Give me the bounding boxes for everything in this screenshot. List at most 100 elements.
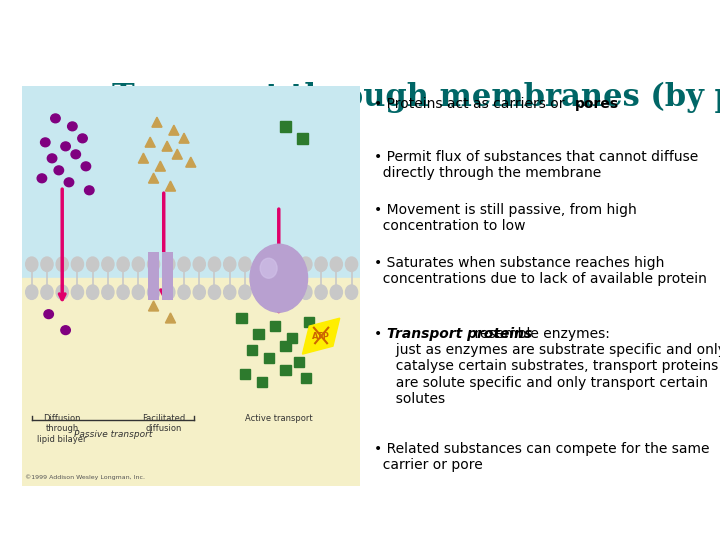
Polygon shape (156, 161, 166, 171)
Bar (257, 377, 267, 387)
Circle shape (102, 257, 114, 272)
Polygon shape (302, 318, 340, 354)
Bar (148, 252, 159, 300)
Bar (287, 333, 297, 343)
Polygon shape (186, 157, 196, 167)
Circle shape (86, 257, 99, 272)
Bar (236, 313, 247, 323)
Circle shape (193, 257, 205, 272)
Text: Transport proteins: Transport proteins (387, 327, 532, 341)
Bar (270, 321, 281, 332)
Circle shape (178, 257, 190, 272)
Circle shape (132, 285, 145, 299)
Ellipse shape (64, 178, 73, 187)
Text: •: • (374, 327, 387, 341)
Circle shape (41, 285, 53, 299)
Circle shape (208, 285, 220, 299)
Text: • Saturates when substance reaches high
  concentrations due to lack of availabl: • Saturates when substance reaches high … (374, 256, 707, 286)
Circle shape (330, 257, 343, 272)
Circle shape (193, 285, 205, 299)
Circle shape (71, 257, 84, 272)
Ellipse shape (61, 142, 71, 151)
Text: Transport through membranes (by proteins): Transport through membranes (by proteins… (112, 82, 720, 113)
Text: pores: pores (575, 97, 619, 111)
Ellipse shape (40, 138, 50, 147)
Ellipse shape (37, 174, 47, 183)
Text: Facilitated
diffusion: Facilitated diffusion (142, 414, 185, 434)
Bar (281, 365, 291, 375)
Circle shape (346, 257, 358, 272)
Ellipse shape (78, 134, 87, 143)
Bar (281, 341, 291, 352)
Circle shape (208, 257, 220, 272)
Polygon shape (166, 313, 176, 323)
Bar (281, 121, 291, 132)
Ellipse shape (68, 122, 77, 131)
Circle shape (56, 257, 68, 272)
Bar (264, 353, 274, 363)
Circle shape (260, 258, 277, 278)
Text: • Proteins act as carriers or: • Proteins act as carriers or (374, 97, 569, 111)
Ellipse shape (71, 150, 81, 159)
Circle shape (239, 285, 251, 299)
Circle shape (284, 285, 297, 299)
Polygon shape (168, 125, 179, 135)
Circle shape (102, 285, 114, 299)
Polygon shape (145, 137, 156, 147)
Circle shape (254, 257, 266, 272)
Circle shape (315, 285, 327, 299)
Text: ©1999 Addison Wesley Longman, Inc.: ©1999 Addison Wesley Longman, Inc. (25, 474, 145, 480)
Circle shape (330, 285, 343, 299)
Circle shape (239, 257, 251, 272)
Circle shape (117, 257, 129, 272)
Circle shape (315, 257, 327, 272)
Polygon shape (179, 133, 189, 143)
Bar (22, 278, 360, 486)
Circle shape (300, 257, 312, 272)
Ellipse shape (50, 114, 60, 123)
Bar (297, 133, 307, 144)
Text: • Movement is still passive, from high
  concentration to low: • Movement is still passive, from high c… (374, 203, 636, 233)
Circle shape (148, 257, 160, 272)
Circle shape (250, 244, 307, 312)
Bar (304, 317, 315, 327)
Circle shape (224, 285, 236, 299)
Circle shape (224, 257, 236, 272)
Polygon shape (148, 301, 158, 311)
Circle shape (300, 285, 312, 299)
Polygon shape (138, 153, 148, 163)
Text: ATP: ATP (312, 332, 330, 341)
Ellipse shape (84, 186, 94, 195)
Text: Passive transport: Passive transport (73, 430, 152, 439)
Circle shape (26, 257, 38, 272)
Text: • Permit flux of substances that cannot diffuse
  directly through the membrane: • Permit flux of substances that cannot … (374, 150, 698, 180)
Text: • Related substances can compete for the same
  carrier or pore: • Related substances can compete for the… (374, 442, 709, 472)
Polygon shape (166, 181, 176, 191)
Text: Active transport: Active transport (245, 414, 312, 423)
Circle shape (178, 285, 190, 299)
Circle shape (148, 285, 160, 299)
Polygon shape (172, 149, 182, 159)
Circle shape (284, 257, 297, 272)
Ellipse shape (81, 162, 91, 171)
Bar (301, 373, 311, 383)
Bar (240, 369, 250, 379)
Polygon shape (162, 141, 172, 151)
Circle shape (117, 285, 129, 299)
Bar (162, 252, 173, 300)
Circle shape (269, 285, 282, 299)
Circle shape (269, 257, 282, 272)
Polygon shape (152, 117, 162, 127)
Circle shape (56, 285, 68, 299)
Circle shape (163, 257, 175, 272)
Bar (294, 357, 304, 367)
Circle shape (254, 285, 266, 299)
Circle shape (71, 285, 84, 299)
Circle shape (41, 257, 53, 272)
Bar (253, 329, 264, 339)
Circle shape (26, 285, 38, 299)
Ellipse shape (61, 326, 71, 335)
Ellipse shape (44, 310, 53, 319)
Text: Diffusion
through
lipid bilayer: Diffusion through lipid bilayer (37, 414, 87, 444)
Circle shape (86, 285, 99, 299)
